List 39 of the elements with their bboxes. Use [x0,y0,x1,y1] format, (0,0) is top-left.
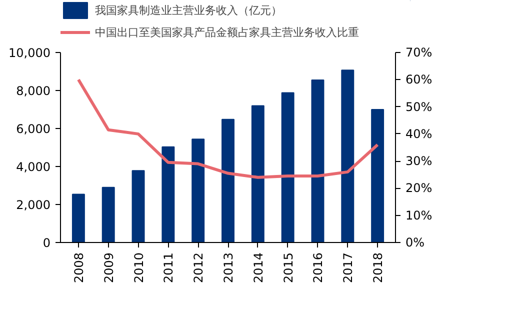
y2-tick-label: 50% [406,100,432,114]
x-tick-label: 2008 [72,252,86,284]
legend-label: 中国出口至美国家具产品金额占家具主营业务收入比重 [95,24,359,40]
bar [192,138,205,242]
bar [311,80,324,242]
bar [222,118,234,242]
line-series [76,78,380,179]
y-tick-label: 6,000 [16,122,51,136]
bar [162,146,175,242]
y-tick-label: 8,000 [16,84,51,98]
bar [72,194,85,242]
y-tick-label: 10,000 [8,46,51,60]
y-tick-label: 0 [42,236,51,250]
x-tick-label: 2012 [192,252,206,284]
x-tick-label: 2014 [251,252,266,284]
x-tick-label: 2015 [281,252,296,284]
x-tick-label: 2010 [132,252,146,284]
x-tick-label: 2009 [102,252,116,284]
y2-tick-label: 40% [406,126,432,141]
bar [102,186,115,242]
x-tick-label: 2016 [311,252,326,284]
bar [371,109,384,242]
x-tick-label: 2013 [222,252,236,284]
x-tick-label: 2018 [371,252,386,284]
y2-tick-label: 60% [406,72,432,87]
bar [341,70,354,242]
y-tick-label: 4,000 [16,160,51,174]
x-tick-label: 2011 [162,252,176,284]
x-tick-label: 2017 [341,252,356,284]
y2-tick-label: 20% [406,181,432,196]
y2-tick-label: 0% [406,236,425,250]
bar [281,92,294,242]
y2-tick-label: 70% [406,46,432,60]
y2-tick-label: 10% [406,208,432,222]
y2-tick-label: 30% [406,154,432,168]
bar [132,170,145,242]
y-tick-label: 2,000 [16,198,51,212]
legend-label: 我国家具制造业主营业务收入（亿元） [95,2,282,18]
bar [251,105,264,242]
